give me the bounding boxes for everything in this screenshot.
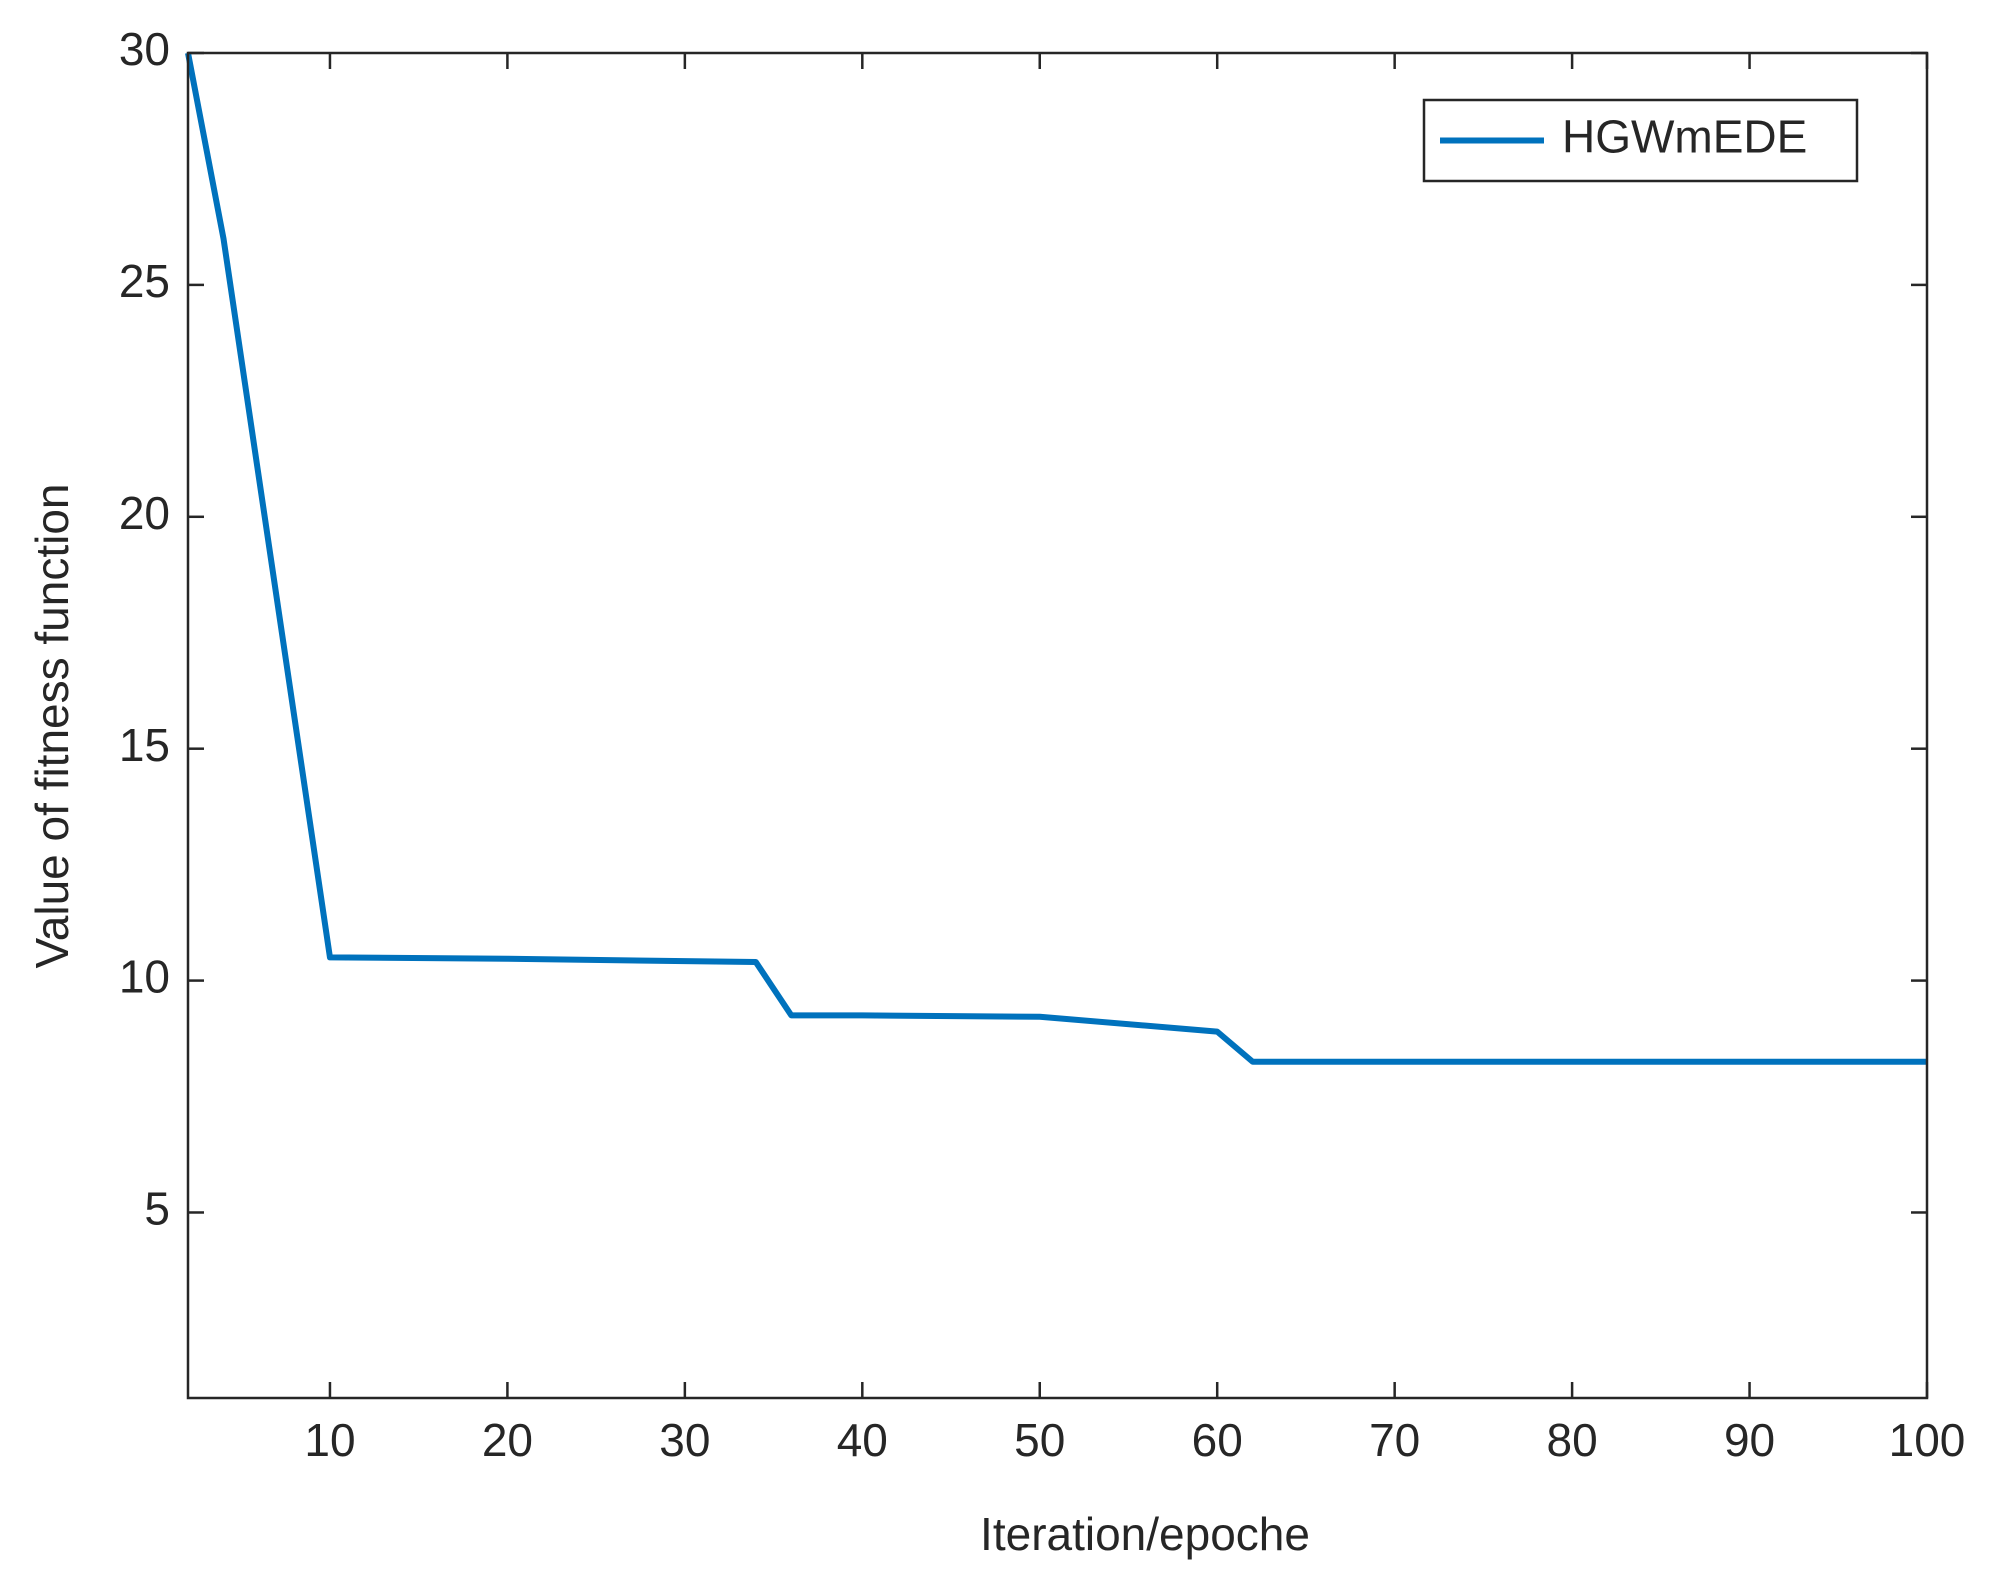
x-tick-label: 90 xyxy=(1724,1414,1775,1466)
x-tick-label: 40 xyxy=(837,1414,888,1466)
y-tick-label: 20 xyxy=(119,487,170,539)
x-tick-label: 80 xyxy=(1547,1414,1598,1466)
x-tick-label: 30 xyxy=(659,1414,710,1466)
y-axis-label: Value of fitness function xyxy=(26,484,78,969)
y-tick-label: 25 xyxy=(119,255,170,307)
x-tick-label: 60 xyxy=(1192,1414,1243,1466)
data-line xyxy=(185,52,1927,1065)
x-tick-label: 20 xyxy=(482,1414,533,1466)
y-tick-label: 10 xyxy=(119,951,170,1003)
y-tick-label: 5 xyxy=(144,1183,170,1235)
x-axis-label: Iteration/epoche xyxy=(980,1508,1310,1560)
legend-label: HGWmEDE xyxy=(1562,111,1807,163)
x-tick-label: 10 xyxy=(304,1414,355,1466)
y-tick-label: 30 xyxy=(119,23,170,75)
plot-frame xyxy=(186,51,1929,1400)
x-tick-label: 50 xyxy=(1014,1414,1065,1466)
y-tick-label: 15 xyxy=(119,719,170,771)
x-tick-label: 100 xyxy=(1889,1414,1966,1466)
x-tick-label: 70 xyxy=(1369,1414,1420,1466)
